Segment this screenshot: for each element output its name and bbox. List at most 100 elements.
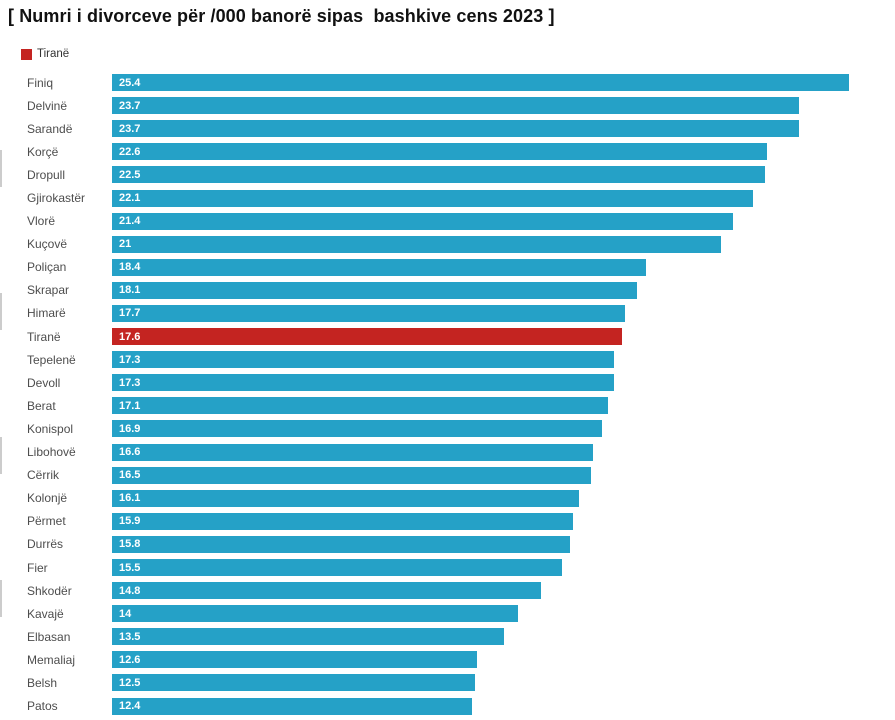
category-label: Memaliaj bbox=[27, 652, 76, 667]
category-label: Sarandë bbox=[27, 121, 73, 136]
bar-track: 16.9 bbox=[112, 420, 895, 438]
bar[interactable]: 25.4 bbox=[112, 74, 849, 92]
chart-row: Memaliaj 12.6 bbox=[0, 648, 895, 671]
bar-track: 25.4 bbox=[112, 74, 895, 92]
bar-track: 12.6 bbox=[112, 651, 895, 669]
category-label: Kuçovë bbox=[27, 237, 68, 252]
legend: Tiranë bbox=[21, 48, 69, 60]
bar-value-label: 23.7 bbox=[119, 122, 141, 135]
bar-value-label: 15.9 bbox=[119, 515, 141, 528]
chart-row: Konispol 16.9 bbox=[0, 417, 895, 440]
bar[interactable]: 16.6 bbox=[112, 443, 594, 461]
chart-row: Skrapar 18.1 bbox=[0, 279, 895, 302]
chart-row: Delvinë 23.7 bbox=[0, 94, 895, 117]
bar[interactable]: 18.4 bbox=[112, 258, 646, 276]
bar-value-label: 25.4 bbox=[119, 76, 141, 89]
bar-value-label: 12.5 bbox=[119, 676, 141, 689]
bar[interactable]: 17.7 bbox=[112, 304, 626, 322]
bar[interactable]: 17.3 bbox=[112, 351, 614, 369]
bar-value-label: 15.8 bbox=[119, 538, 141, 551]
bar-value-label: 17.3 bbox=[119, 353, 141, 366]
bar-track: 16.6 bbox=[112, 443, 895, 461]
chart-row: Elbasan 13.5 bbox=[0, 625, 895, 648]
chart-row: Sarandë 23.7 bbox=[0, 117, 895, 140]
bar[interactable]: 14.8 bbox=[112, 582, 542, 600]
bar-track: 17.6 bbox=[112, 328, 895, 346]
bar[interactable]: 16.5 bbox=[112, 466, 591, 484]
bar-value-label: 17.3 bbox=[119, 376, 141, 389]
chart-row: Tepelenë 17.3 bbox=[0, 348, 895, 371]
bar[interactable]: 12.4 bbox=[112, 697, 472, 715]
category-label: Cërrik bbox=[27, 468, 59, 483]
bar[interactable]: 12.6 bbox=[112, 651, 478, 669]
category-label: Gjirokastër bbox=[27, 191, 86, 206]
category-label: Skrapar bbox=[27, 283, 70, 298]
bar-value-label: 16.5 bbox=[119, 469, 141, 482]
bar[interactable]: 12.5 bbox=[112, 674, 475, 692]
bar-highlight-tirane[interactable]: 17.6 bbox=[112, 328, 623, 346]
category-label: Durrës bbox=[27, 537, 64, 552]
chart-row: Patos 12.4 bbox=[0, 695, 895, 718]
bar[interactable]: 13.5 bbox=[112, 628, 504, 646]
bar[interactable]: 22.1 bbox=[112, 189, 753, 207]
bar-value-label: 23.7 bbox=[119, 99, 141, 112]
bar[interactable]: 23.7 bbox=[112, 97, 800, 115]
bar[interactable]: 22.5 bbox=[112, 166, 765, 184]
bar[interactable]: 15.5 bbox=[112, 559, 562, 577]
category-label: Konispol bbox=[27, 421, 74, 436]
chart-row: Himarë 17.7 bbox=[0, 302, 895, 325]
bar-value-label: 18.4 bbox=[119, 261, 141, 274]
bar-track: 23.7 bbox=[112, 97, 895, 115]
bar[interactable]: 21.4 bbox=[112, 212, 733, 230]
bar-value-label: 17.1 bbox=[119, 399, 141, 412]
bar[interactable]: 15.9 bbox=[112, 512, 574, 530]
bar-track: 17.3 bbox=[112, 351, 895, 369]
chart-row: Finiq 25.4 bbox=[0, 71, 895, 94]
bar[interactable]: 23.7 bbox=[112, 120, 800, 138]
left-edge-tick bbox=[0, 293, 2, 330]
bar-value-label: 12.6 bbox=[119, 653, 141, 666]
chart-row: Kavajë 14 bbox=[0, 602, 895, 625]
bar-track: 16.1 bbox=[112, 489, 895, 507]
bar-track: 12.5 bbox=[112, 674, 895, 692]
chart-row: Libohovë 16.6 bbox=[0, 441, 895, 464]
category-label: Fier bbox=[27, 560, 48, 575]
chart-row: Devoll 17.3 bbox=[0, 371, 895, 394]
bar[interactable]: 18.1 bbox=[112, 281, 637, 299]
bar[interactable]: 15.8 bbox=[112, 535, 571, 553]
category-label: Dropull bbox=[27, 167, 66, 182]
bar[interactable]: 16.1 bbox=[112, 489, 579, 507]
category-label: Patos bbox=[27, 699, 58, 714]
bar-track: 22.5 bbox=[112, 166, 895, 184]
bar[interactable]: 14 bbox=[112, 605, 518, 623]
bar-track: 12.4 bbox=[112, 697, 895, 715]
category-label: Poliçan bbox=[27, 260, 67, 275]
category-label: Përmet bbox=[27, 514, 66, 529]
left-edge-tick bbox=[0, 437, 2, 474]
bar-track: 17.7 bbox=[112, 304, 895, 322]
category-label: Himarë bbox=[27, 306, 66, 321]
category-label: Belsh bbox=[27, 675, 58, 690]
bar[interactable]: 16.9 bbox=[112, 420, 603, 438]
chart-row: Përmet 15.9 bbox=[0, 510, 895, 533]
category-label: Kavajë bbox=[27, 606, 64, 621]
category-label: Shkodër bbox=[27, 583, 72, 598]
bar[interactable]: 22.6 bbox=[112, 143, 768, 161]
chart-row: Poliçan 18.4 bbox=[0, 256, 895, 279]
bar-track: 16.5 bbox=[112, 466, 895, 484]
bar-value-label: 16.6 bbox=[119, 446, 141, 459]
bar[interactable]: 17.3 bbox=[112, 374, 614, 392]
bar-value-label: 16.1 bbox=[119, 492, 141, 505]
chart-row: Kuçovë 21 bbox=[0, 233, 895, 256]
left-edge-tick bbox=[0, 580, 2, 617]
chart-row: Shkodër 14.8 bbox=[0, 579, 895, 602]
bar[interactable]: 17.1 bbox=[112, 397, 608, 415]
bar-track: 18.4 bbox=[112, 258, 895, 276]
category-label: Tiranë bbox=[27, 329, 61, 344]
legend-label: Tiranë bbox=[37, 48, 70, 60]
bar-track: 22.1 bbox=[112, 189, 895, 207]
bar[interactable]: 21 bbox=[112, 235, 721, 253]
chart-row: Dropull 22.5 bbox=[0, 163, 895, 186]
legend-swatch-tirane bbox=[21, 48, 32, 60]
bar-value-label: 14.8 bbox=[119, 584, 141, 597]
